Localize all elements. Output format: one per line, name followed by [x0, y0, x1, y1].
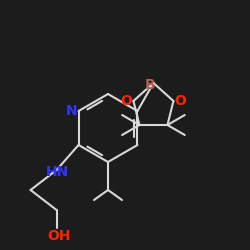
Text: OH: OH: [47, 229, 70, 243]
Text: N: N: [66, 104, 77, 118]
Text: HN: HN: [46, 165, 69, 179]
Text: B: B: [145, 78, 156, 92]
Text: O: O: [120, 94, 132, 108]
Text: O: O: [174, 94, 186, 108]
